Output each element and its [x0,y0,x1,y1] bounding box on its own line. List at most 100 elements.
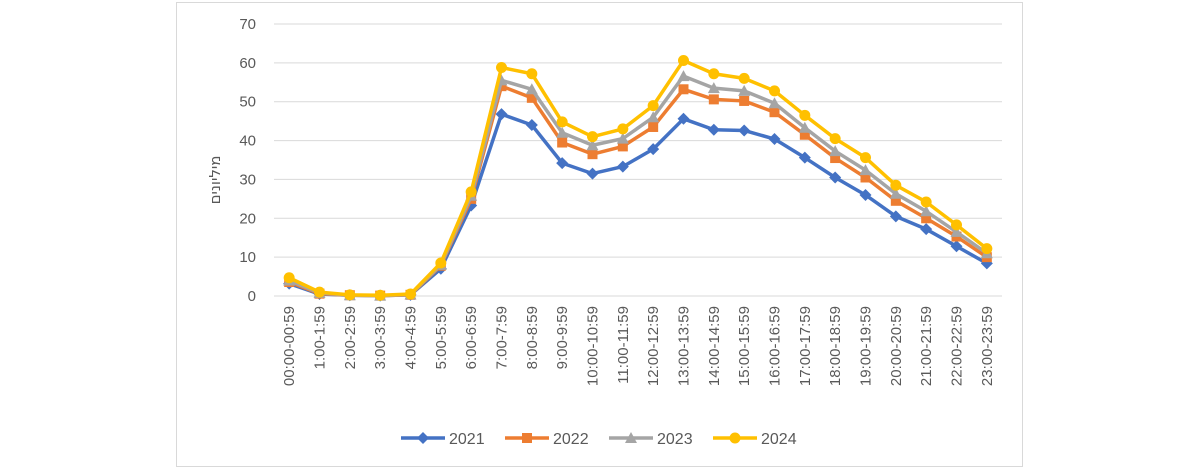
y-tick-label: 10 [239,249,256,266]
data-point-2022 [769,107,780,118]
data-point-2024 [678,55,689,67]
x-tick-label: 21:00-21:59 [918,306,935,386]
data-point-2024 [374,289,386,301]
x-tick-label: 11:00-11:59 [615,306,632,384]
data-point-2021 [798,151,811,164]
x-tick-label: 7:00-7:59 [494,306,511,369]
series-2024 [283,55,993,301]
data-point-2024 [860,152,871,164]
legend-label: 2022 [553,431,589,448]
y-axis-label: מיליונים [206,156,224,205]
x-tick-label: 13:00-13:59 [676,306,693,386]
y-tick-label: 60 [239,55,256,72]
data-point-2024 [799,109,811,121]
x-tick-label: 3:00-3:59 [372,306,389,369]
data-point-2021 [586,167,599,180]
data-point-2024 [344,289,356,301]
data-point-2023 [768,97,781,109]
data-point-2023 [738,84,751,96]
data-point-2022 [890,195,901,206]
data-point-2023 [616,132,629,144]
data-point-2022 [617,141,628,152]
data-point-2021 [950,240,963,253]
x-tick-label: 2:00-2:59 [342,306,359,369]
data-point-2023 [677,70,690,82]
data-point-2022 [557,137,568,148]
data-point-2021 [647,143,660,156]
y-tick-label: 0 [248,288,256,305]
legend-label: 2024 [761,431,797,448]
y-tick-label: 50 [239,94,256,111]
data-point-2021 [616,160,629,173]
data-point-2022 [799,129,810,140]
data-point-2024 [769,85,780,97]
data-point-2021 [525,119,538,132]
data-point-2024 [465,186,477,198]
data-point-2024 [647,100,659,112]
x-tick-label: 4:00-4:59 [403,306,420,369]
x-tick-label: 6:00-6:59 [463,306,480,369]
series-2022 [284,81,992,301]
data-point-2022 [526,92,537,103]
y-tick-label: 30 [239,171,256,188]
data-point-2023 [707,82,720,94]
data-point-2024 [405,288,416,300]
x-tick-label: 20:00-20:59 [888,306,905,386]
x-tick-label: 22:00-22:59 [949,306,966,386]
x-tick-label: 14:00-14:59 [706,306,723,386]
data-point-2024 [920,196,932,208]
data-point-2024 [556,116,568,128]
y-tick-label: 70 [239,16,256,33]
data-point-2022 [678,84,689,95]
data-point-2024 [314,286,325,298]
data-point-2023 [556,126,569,138]
data-point-2022 [860,172,871,183]
legend-item-2024: 2024 [713,431,797,448]
data-point-2022 [739,95,750,106]
legend: 2021 2022 2023 2024 [401,431,797,448]
data-point-2023 [525,83,538,95]
y-tick-label: 40 [239,133,256,150]
data-point-2024 [435,257,447,269]
data-point-2021 [768,133,781,146]
x-tick-label: 10:00-10:59 [585,306,602,386]
data-point-2024 [617,123,629,135]
data-point-2022 [648,121,659,132]
x-tick-label: 1:00-1:59 [312,306,329,369]
data-point-2023 [647,111,660,123]
data-point-2021 [556,157,569,170]
legend-marker [729,432,741,444]
x-tick-label: 16:00-16:59 [767,306,784,386]
y-axis-ticks: 0 10 20 30 40 50 60 70 [239,16,256,305]
x-tick-label: 8:00-8:59 [524,306,541,369]
data-point-2021 [920,223,933,236]
x-tick-label: 17:00-17:59 [797,306,814,386]
data-point-2024 [829,133,841,145]
data-point-2022 [587,149,598,160]
series-line-2021 [288,112,988,298]
x-axis-ticks: 00:00-00:59 1:00-1:59 2:00-2:59 3:00-3:59 4:… [281,306,996,386]
data-point-2022 [921,213,932,224]
legend-marker [522,433,532,443]
x-tick-label: 00:00-00:59 [281,306,298,386]
data-point-2021 [889,210,902,223]
legend-label: 2023 [657,431,693,448]
data-point-2022 [708,94,719,105]
data-point-2021 [829,171,842,184]
data-point-2021 [495,108,508,121]
data-point-2021 [707,123,720,136]
data-point-2021 [738,124,751,137]
data-point-2023 [798,121,811,133]
x-tick-label: 15:00-15:59 [736,306,753,386]
legend-item-2023: 2023 [609,431,693,448]
series-2023 [283,70,993,301]
x-tick-label: 9:00-9:59 [554,306,571,369]
x-tick-label: 12:00-12:59 [645,306,662,386]
legend-item-2022: 2022 [505,431,589,448]
data-point-2024 [708,68,720,80]
gridlines [274,23,1002,297]
data-point-2024 [283,272,295,284]
legend-label: 2021 [449,431,485,448]
data-point-2024 [526,68,538,80]
x-tick-label: 5:00-5:59 [433,306,450,369]
